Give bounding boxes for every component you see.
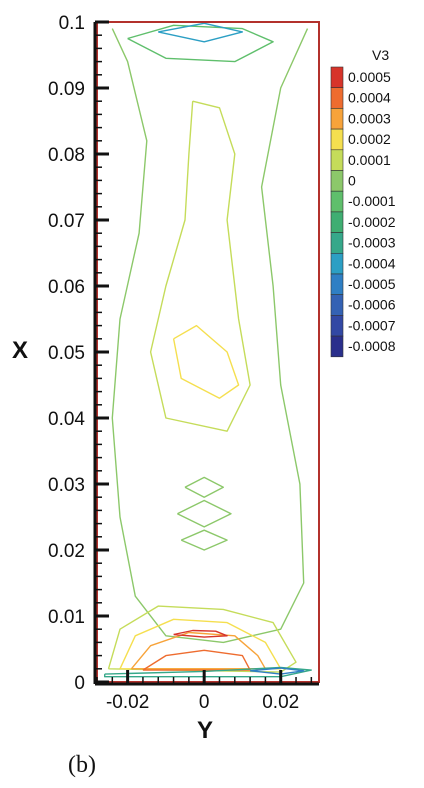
y-tick-label-6: 0.06	[48, 277, 85, 298]
y-tick-label-1: 0.01	[48, 607, 85, 628]
y-tick-label-8: 0.08	[48, 145, 85, 166]
x-axis-title: Y	[197, 717, 213, 744]
legend-label-10: -0.0005	[348, 276, 396, 292]
legend-swatch-2	[330, 108, 344, 130]
y-tick-label-3: 0.03	[48, 475, 85, 496]
contour-line-7	[158, 22, 244, 43]
legend: V3 0.0005 0.0004 0.0003 0.0002 0.0001 0 -0.000…	[330, 47, 396, 358]
contour-line-8	[107, 605, 297, 673]
legend-label-2: 0.0003	[348, 110, 391, 126]
y-tick-label-0: 0	[74, 673, 85, 694]
legend-label-11: -0.0006	[348, 297, 396, 313]
y-tick-label-10: 0.1	[59, 13, 85, 34]
legend-swatch-12	[330, 315, 344, 337]
legend-swatch-1	[330, 87, 344, 109]
legend-swatch-13	[330, 335, 344, 358]
legend-swatch-0	[330, 66, 344, 89]
contour-line-2	[172, 324, 240, 399]
legend-label-7: -0.0002	[348, 214, 396, 230]
legend-label-5: 0	[348, 173, 356, 189]
contour-line-6	[127, 24, 274, 63]
legend-label-1: 0.0004	[348, 90, 391, 106]
legend-label-8: -0.0003	[348, 235, 396, 251]
contour-line-3	[184, 476, 225, 498]
contour-line-12	[173, 629, 228, 638]
legend-swatch-5	[330, 170, 344, 192]
y-tick-label-9: 0.09	[48, 79, 85, 100]
x-tick-label-1: 0	[199, 692, 210, 713]
legend-label-6: -0.0001	[348, 193, 396, 209]
legend-label-9: -0.0004	[348, 255, 396, 271]
axis-layer: 0 0.01 0.02 0.03 0.04 0.05 0.06 0.07 0.08 0.09 0.1…	[48, 13, 319, 713]
contour-layer	[103, 22, 312, 678]
legend-label-12: -0.0007	[348, 317, 396, 333]
figure-caption: (b)	[68, 752, 96, 778]
legend-swatch-4	[330, 149, 344, 171]
y-tick-label-7: 0.07	[48, 211, 85, 232]
legend-label-3: 0.0002	[348, 131, 391, 147]
legend-swatch-11	[330, 294, 344, 316]
legend-swatch-7	[330, 211, 344, 233]
legend-swatch-3	[330, 128, 344, 151]
legend-swatch-8	[330, 232, 344, 254]
x-tick-label-0: -0.02	[106, 692, 149, 713]
legend-label-4: 0.0001	[348, 152, 391, 168]
contour-line-4	[177, 499, 232, 528]
x-tick-label-2: 0.02	[262, 692, 299, 713]
contour-line-14	[250, 667, 305, 675]
y-tick-label-4: 0.04	[48, 409, 85, 430]
contour-line-5	[180, 529, 228, 551]
y-tick-label-5: 0.05	[48, 343, 85, 364]
contour-line-1	[149, 100, 251, 432]
plot-background	[97, 22, 319, 682]
legend-label-0: 0.0005	[348, 69, 391, 85]
legend-swatch-9	[330, 253, 344, 275]
legend-label-13: -0.0008	[348, 338, 396, 354]
legend-swatch-10	[330, 273, 344, 296]
legend-title: V3	[372, 47, 389, 63]
legend-swatch-6	[330, 190, 344, 213]
y-axis-title: X	[12, 337, 28, 364]
y-tick-label-2: 0.02	[48, 541, 85, 562]
contour-line-0	[111, 28, 309, 644]
